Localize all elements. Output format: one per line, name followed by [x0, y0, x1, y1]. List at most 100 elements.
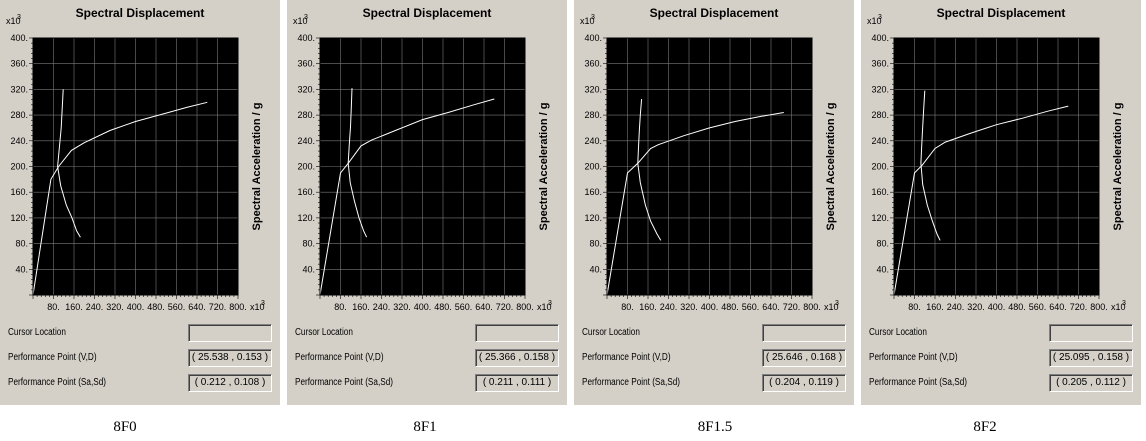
cursor-location-field[interactable]	[1049, 324, 1133, 342]
x-tick-label: 240.	[86, 302, 104, 312]
performance-point-sasd-label: Performance Point (Sa,Sd)	[8, 377, 106, 388]
chart-svg: x10340.80.120.160.200.240.280.320.360.40…	[580, 14, 839, 312]
y-tick-label: 320.	[871, 84, 889, 94]
x-tick-label: 80.	[47, 302, 60, 312]
y-multiplier-exponent: 3	[304, 14, 308, 21]
info-row: Performance Point (V,D) ( 25.366 , 0.158 …	[287, 349, 567, 369]
performance-point-vd-label: Performance Point (V,D)	[869, 352, 958, 363]
performance-point-sasd-field[interactable]: ( 0.204 , 0.119 )	[762, 374, 846, 392]
info-row: Performance Point (Sa,Sd) ( 0.205 , 0.112…	[861, 374, 1141, 394]
x-tick-label: 640.	[188, 302, 206, 312]
performance-point-vd-field[interactable]: ( 25.366 , 0.158 )	[475, 349, 559, 367]
capacity-curve	[319, 98, 495, 296]
x-tick-label: 560.	[742, 302, 760, 312]
x-tick-label: 480.	[434, 302, 452, 312]
x-multiplier: x10	[537, 302, 552, 312]
chart-title: Spectral Displacement	[75, 6, 205, 20]
x-tick-label: 80.	[621, 302, 634, 312]
chart-svg: x10340.80.120.160.200.240.280.320.360.40…	[6, 14, 265, 312]
plot-border	[893, 37, 1100, 296]
y-tick-label: 280.	[871, 110, 889, 120]
x-tick-label: 160.	[352, 302, 370, 312]
y-tick-label: 240.	[297, 136, 315, 146]
x-tick-label: 320.	[680, 302, 698, 312]
y-tick-label: 200.	[584, 162, 602, 172]
y-tick-label: 40.	[876, 264, 889, 274]
y-tick-label: 160.	[297, 187, 315, 197]
info-row: Cursor Location	[287, 324, 567, 344]
x-tick-label: 720.	[209, 302, 227, 312]
demand-curve	[637, 98, 662, 241]
y-tick-label: 280.	[10, 110, 28, 120]
y-tick-label: 240.	[584, 136, 602, 146]
performance-point-sasd-field[interactable]: ( 0.205 , 0.112 )	[1049, 374, 1133, 392]
y-tick-label: 160.	[871, 187, 889, 197]
y-tick-label: 320.	[297, 84, 315, 94]
x-tick-label: 80.	[334, 302, 347, 312]
x-tick-label: 320.	[106, 302, 124, 312]
y-tick-label: 200.	[10, 162, 28, 172]
chart-panel: Spectral Displacement x10 3 40. 80. 120. 160. 2…	[861, 0, 1141, 405]
x-tick-label: 480.	[721, 302, 739, 312]
y-tick-label: 80.	[589, 239, 602, 249]
y-multiplier-exponent: 3	[17, 14, 21, 21]
plot-border	[319, 37, 526, 296]
x-tick-label: 400.	[701, 302, 719, 312]
performance-point-sasd-field[interactable]: ( 0.212 , 0.108 )	[188, 374, 272, 392]
performance-point-vd-field[interactable]: ( 25.095 , 0.158 )	[1049, 349, 1133, 367]
x-multiplier-exponent: 3	[261, 300, 265, 307]
y-tick-label: 360.	[871, 59, 889, 69]
performance-point-vd-label: Performance Point (V,D)	[8, 352, 97, 363]
y-tick-label: 360.	[584, 59, 602, 69]
x-tick-label: 160.	[65, 302, 83, 312]
panel-caption: 8F1.5	[697, 419, 733, 435]
cursor-location-label: Cursor Location	[295, 327, 353, 338]
y-tick-label: 40.	[589, 264, 602, 274]
demand-curve	[57, 89, 81, 238]
performance-point-vd-field[interactable]: ( 25.646 , 0.168 )	[762, 349, 846, 367]
x-tick-label: 560.	[1029, 302, 1047, 312]
x-tick-label: 480.	[147, 302, 165, 312]
plot-border	[32, 37, 239, 296]
x-tick-label: 800.	[229, 302, 247, 312]
info-row: Performance Point (Sa,Sd) ( 0.212 , 0.108…	[0, 374, 280, 394]
performance-point-sasd-label: Performance Point (Sa,Sd)	[582, 377, 680, 388]
y-tick-label: 80.	[302, 239, 315, 249]
y-tick-label: 320.	[584, 84, 602, 94]
y-tick-label: 200.	[871, 162, 889, 172]
performance-point-sasd-field[interactable]: ( 0.211 , 0.111 )	[475, 374, 559, 392]
y-tick-label: 400.	[10, 33, 28, 43]
y-tick-label: 160.	[584, 187, 602, 197]
y-tick-label: 280.	[584, 110, 602, 120]
x-tick-label: 560.	[168, 302, 186, 312]
y-axis-label: Spectral Acceleration / g	[251, 103, 263, 231]
cursor-location-label: Cursor Location	[582, 327, 640, 338]
cursor-location-field[interactable]	[762, 324, 846, 342]
plot-border	[606, 37, 813, 296]
x-tick-label: 80.	[908, 302, 921, 312]
cursor-location-field[interactable]	[475, 324, 559, 342]
x-tick-label: 560.	[455, 302, 473, 312]
x-tick-label: 400.	[414, 302, 432, 312]
y-tick-label: 120.	[10, 213, 28, 223]
info-row: Performance Point (Sa,Sd) ( 0.204 , 0.119…	[574, 374, 854, 394]
y-multiplier-exponent: 3	[591, 14, 595, 21]
y-tick-label: 400.	[871, 33, 889, 43]
y-tick-label: 40.	[302, 264, 315, 274]
capacity-curve	[893, 105, 1069, 296]
y-multiplier: x10	[867, 16, 882, 26]
y-tick-label: 240.	[871, 136, 889, 146]
y-tick-label: 320.	[10, 84, 28, 94]
y-tick-label: 120.	[871, 213, 889, 223]
x-tick-label: 400.	[127, 302, 145, 312]
performance-point-vd-field[interactable]: ( 25.538 , 0.153 )	[188, 349, 272, 367]
cursor-location-field[interactable]	[188, 324, 272, 342]
x-tick-label: 800.	[1090, 302, 1108, 312]
y-multiplier: x10	[580, 16, 595, 26]
y-tick-label: 400.	[297, 33, 315, 43]
x-tick-label: 800.	[516, 302, 534, 312]
panel-caption: 8F1	[413, 419, 437, 435]
cursor-location-label: Cursor Location	[869, 327, 927, 338]
y-tick-label: 200.	[297, 162, 315, 172]
info-row: Cursor Location	[0, 324, 280, 344]
